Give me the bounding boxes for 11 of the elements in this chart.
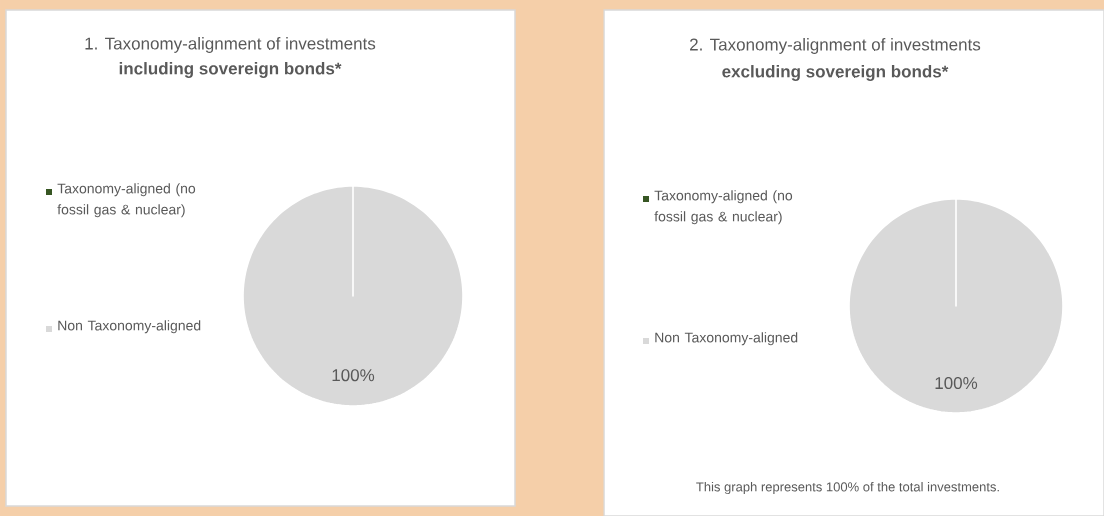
legend-label: Taxonomy-aligned (no fossil gas & nuclear) <box>654 190 793 225</box>
legend-label: Non Taxonomy-aligned <box>58 320 201 334</box>
chart-subtitle: excluding sovereign bonds* <box>722 65 949 81</box>
data-label: 100% <box>935 377 978 390</box>
data-label: 100% <box>332 369 375 382</box>
legend-label: Non Taxonomy-aligned <box>655 332 798 346</box>
chart-title: 1. Taxonomy-alignment of investments <box>85 37 376 53</box>
chart-title: 2. Taxonomy-alignment of investments <box>690 38 981 54</box>
text: This graph represents 100% of the total investments. <box>696 481 999 495</box>
chart-subtitle: including sovereign bonds* <box>119 62 342 78</box>
legend-label: Taxonomy-aligned (no fossil gas & nuclear) <box>57 183 196 218</box>
